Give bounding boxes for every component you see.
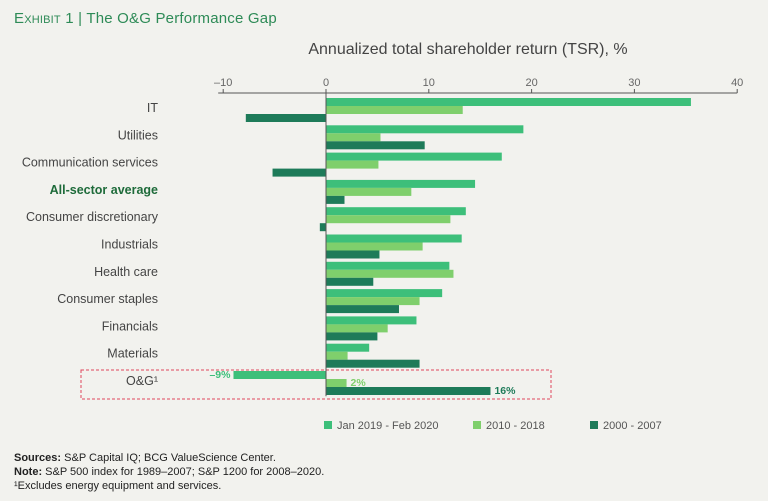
legend-label: Jan 2019 - Feb 2020 (337, 420, 439, 432)
bar (326, 379, 347, 387)
sources-text: S&P Capital IQ; BCG ValueScience Center. (64, 452, 276, 464)
note-text: S&P 500 index for 1989–2007; S&P 1200 fo… (45, 466, 325, 478)
exhibit-title: Exhibit 1 | The O&G Performance Gap (14, 10, 277, 27)
bar (326, 106, 463, 114)
footnote: ¹Excludes energy equipment and services. (14, 480, 222, 492)
bar (326, 359, 420, 368)
bar (326, 316, 417, 325)
exhibit-label: Exhibit 1 (14, 10, 74, 27)
bar (326, 305, 399, 314)
category-label: Utilities (118, 128, 158, 142)
x-tick-label: 10 (423, 77, 435, 89)
x-tick-label: 40 (731, 77, 743, 89)
category-label: Industrials (101, 238, 158, 252)
bar (326, 125, 524, 134)
legend-label: 2000 - 2007 (603, 420, 662, 432)
x-tick-label: 0 (323, 77, 329, 89)
data-label: –9% (209, 369, 231, 381)
bar (272, 168, 326, 177)
bar (326, 269, 454, 278)
category-label: Consumer staples (57, 292, 158, 306)
x-tick-label: 20 (525, 77, 537, 89)
category-label: Health care (94, 265, 158, 279)
bar (326, 152, 502, 161)
bar (326, 250, 380, 259)
bar (326, 215, 451, 224)
bar (326, 207, 466, 216)
x-tick-label: –10 (214, 77, 232, 89)
legend-swatch (324, 421, 332, 429)
bar (245, 114, 326, 122)
data-label: 16% (494, 385, 516, 397)
bar (326, 141, 425, 150)
note-label: Note: (14, 466, 43, 478)
legend-swatch (473, 421, 481, 429)
x-tick-label: 30 (628, 77, 640, 89)
sources-label: Sources: (14, 452, 62, 464)
category-label: Consumer discretionary (26, 210, 159, 224)
bar (326, 351, 348, 360)
bar (326, 234, 462, 243)
bar (326, 277, 374, 286)
bar (326, 324, 388, 333)
bar (326, 332, 378, 341)
legend-swatch (590, 421, 598, 429)
note-line: Note: S&P 500 index for 1989–2007; S&P 1… (14, 465, 324, 479)
title-separator: | (78, 10, 83, 27)
bar (326, 160, 379, 169)
bar (326, 289, 443, 298)
sources-line: Sources: S&P Capital IQ; BCG ValueScienc… (14, 451, 324, 465)
category-label: Materials (107, 347, 158, 361)
bar (326, 187, 412, 196)
og-highlight-box (80, 369, 552, 400)
bar (326, 133, 381, 142)
category-label: All-sector average (50, 183, 158, 197)
data-label: 2% (351, 377, 367, 389)
bar (326, 98, 691, 106)
category-label: Financials (102, 319, 158, 333)
category-label: IT (147, 101, 158, 115)
bar-chart: –10 0 10 20 30 40 IT Utilities Communication ser… (22, 77, 743, 432)
bar (326, 195, 345, 204)
bar (233, 371, 326, 379)
bar (326, 343, 370, 352)
legend-label: 2010 - 2018 (486, 420, 545, 432)
bar (326, 297, 420, 306)
bar (319, 223, 326, 232)
category-label: Communication services (22, 156, 158, 170)
bar (326, 261, 450, 270)
bar (326, 387, 491, 395)
category-label: O&G¹ (126, 374, 158, 388)
footer: Sources: S&P Capital IQ; BCG ValueScienc… (14, 451, 324, 493)
bar (326, 242, 423, 251)
bar (326, 179, 476, 188)
chart-heading: The O&G Performance Gap (86, 10, 277, 27)
axis-title: Annualized total shareholder return (TSR… (308, 41, 628, 58)
